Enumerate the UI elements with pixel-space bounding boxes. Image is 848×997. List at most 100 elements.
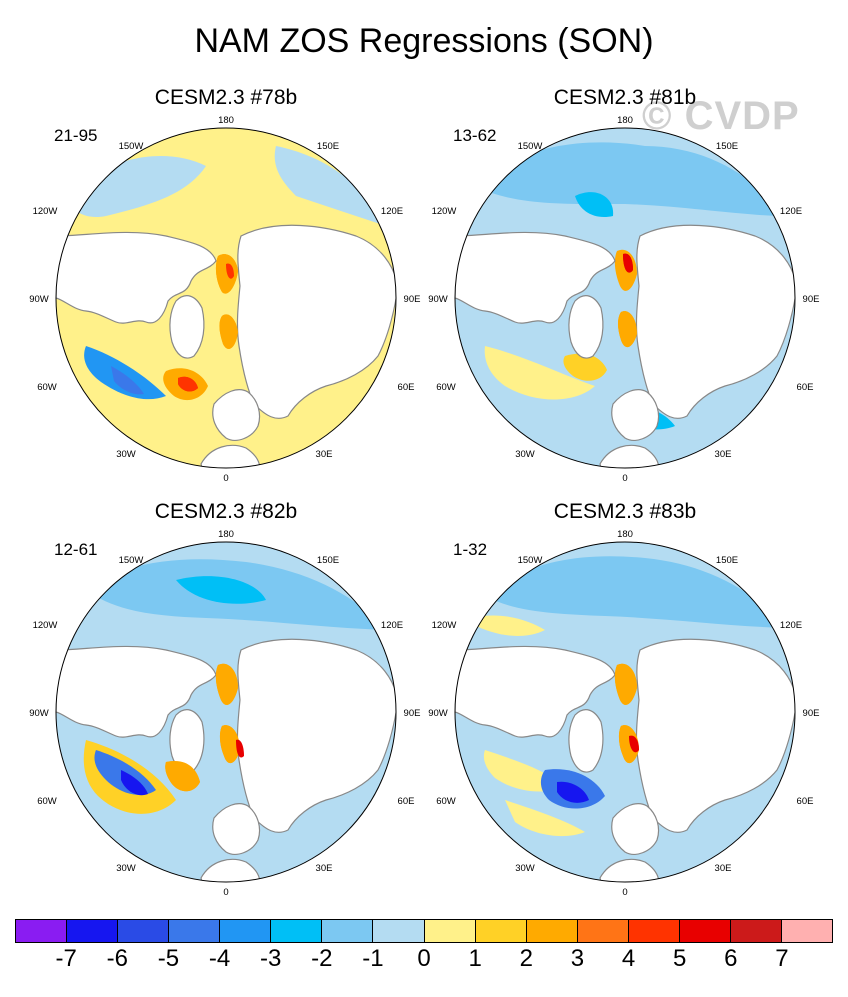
map-panel-82b: CESM2.3 #82b 12-61 180 150W 150E 120W 120E 90W 9… [26,500,426,900]
colorbar-tick-label: -6 [106,945,128,972]
longitude-label: 90W [428,708,448,719]
longitude-label: 150E [317,141,339,152]
panel-year-range: 13-62 [453,126,497,145]
colorbar-tick-label: -5 [157,945,180,972]
regression-contour [563,353,607,381]
colorbar-tick-label: 0 [417,945,431,972]
land-mass [455,645,616,738]
regression-contour [215,254,238,294]
regression-contour [178,376,198,392]
longitude-label: 30W [515,449,535,460]
colorbar-tick-label: -2 [311,945,333,972]
regression-contour [629,735,639,753]
regression-contour [226,263,234,279]
longitude-label: 90E [803,708,820,719]
colorbar-swatch [628,920,680,942]
colorbar-swatch [118,920,170,942]
land-mass [599,444,660,468]
longitude-label: 120E [780,206,802,217]
longitude-label: 180 [218,529,234,540]
colorbar-swatch [475,920,527,942]
colorbar-tick-label: -7 [55,945,77,972]
panel-title: CESM2.3 #82b [154,500,298,523]
land-mass [568,709,604,773]
longitude-label: 180 [218,115,234,126]
regression-contour [485,556,785,628]
longitude-label: 180 [617,529,633,540]
regression-contour [475,142,785,216]
map-boundary [454,127,796,469]
cvdp-watermark: © CVDP [642,94,800,138]
regression-contour [274,146,386,226]
longitude-label: 90E [803,294,820,305]
longitude-label: 60E [398,382,415,393]
longitude-label: 60E [398,796,415,807]
longitude-label: 60W [37,796,57,807]
longitude-label: 0 [622,887,627,898]
longitude-label: 60W [436,796,456,807]
colorbar-swatch [16,920,68,942]
regression-contour [121,770,148,796]
regression-contour [618,311,637,348]
land-mass [169,295,205,359]
longitude-label: 120W [33,620,58,631]
panel-year-range: 21-95 [54,126,98,145]
longitude-label: 60W [37,382,57,393]
land-mass [599,858,660,882]
map-panel-81b: CESM2.3 #81b 13-62 180 150W 150E 120W 120E 90W 9… [425,86,825,486]
longitude-label: 150W [518,141,543,152]
figure-title: NAM ZOS Regressions (SON) [194,22,654,60]
land-mass [611,803,660,855]
longitude-label: 120E [381,206,403,217]
colorbar-tick-label: -3 [259,945,282,972]
longitude-label: 30W [116,449,136,460]
colorbar-swatch [577,920,629,942]
colorbar-tick-label: 7 [775,945,789,972]
longitude-label: 0 [223,473,228,484]
regression-contour [484,346,595,400]
colorbar-tick-label: 4 [621,945,636,972]
land-mass [236,224,396,419]
longitude-label: 60W [436,382,456,393]
panel-title: CESM2.3 #78b [154,86,298,109]
regression-contour [111,366,144,395]
colorbar-swatch [679,920,731,942]
panel-title: CESM2.3 #81b [553,86,697,109]
longitude-label: 180 [617,115,633,126]
longitude-label: 0 [622,473,627,484]
longitude-label: 90W [428,294,448,305]
land-mass [56,231,217,324]
colorbar-tick-label: -1 [362,945,384,972]
regression-contour [165,760,200,792]
longitude-label: 30W [515,863,535,874]
colorbar-swatch [730,920,782,942]
land-mass [212,803,261,855]
colorbar-swatch [67,920,119,942]
land-mass [611,389,660,441]
colorbar-tick-label: 2 [519,945,533,972]
longitude-label: 90W [29,294,49,305]
land-mass [635,638,795,833]
longitude-label: 150W [119,555,144,566]
regression-contour [84,346,166,400]
longitude-label: 90W [29,708,49,719]
regression-contour [236,739,244,758]
land-mass [56,645,217,738]
longitude-label: 30W [116,863,136,874]
longitude-label: 120W [33,206,58,217]
longitude-label: 150E [716,141,738,152]
regression-contour [219,314,238,349]
longitude-label: 150E [716,555,738,566]
longitude-label: 120W [432,206,457,217]
longitude-label: 120E [780,620,802,631]
panel-year-range: 12-61 [54,540,98,559]
longitude-label: 60E [797,796,814,807]
longitude-label: 150W [518,555,543,566]
colorbar-tick-label: 1 [468,945,482,972]
longitude-label: 30E [715,863,732,874]
longitude-label: 30E [316,863,333,874]
colorbar-swatch [169,920,221,942]
longitude-label: 120W [432,620,457,631]
colorbar [15,919,833,943]
longitude-label: 30E [715,449,732,460]
